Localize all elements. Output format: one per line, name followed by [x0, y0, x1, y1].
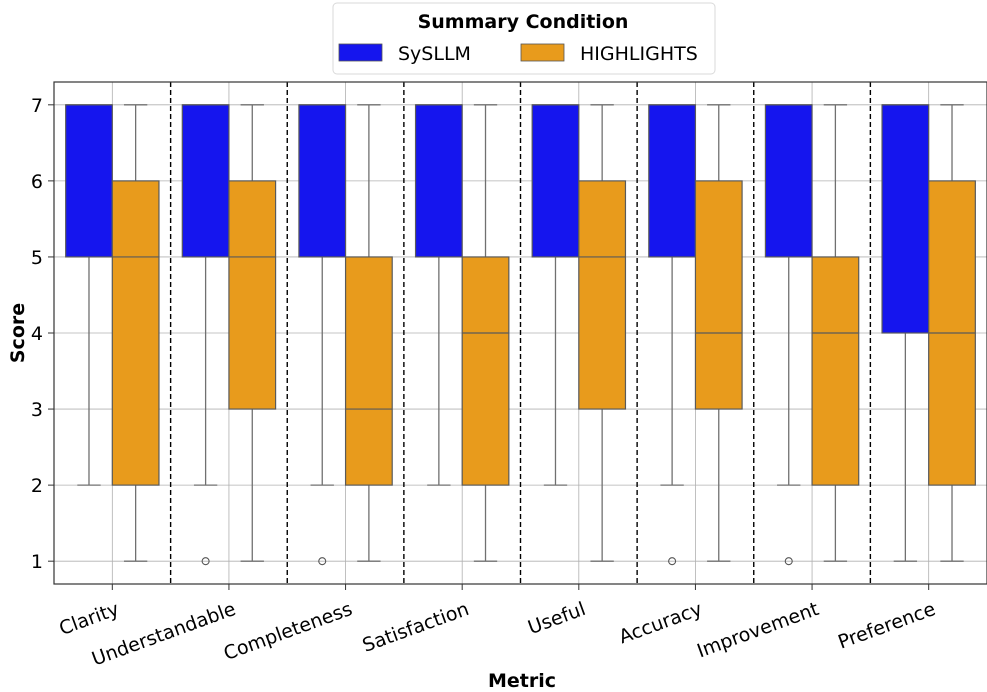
x-tick-label: Accuracy	[616, 598, 705, 648]
x-tick-label: Completeness	[221, 598, 355, 665]
y-tick-label: 3	[31, 399, 43, 421]
x-axis-label: Metric	[488, 670, 556, 692]
x-tick-label: Improvement	[694, 598, 822, 662]
box-sysllm	[648, 104, 697, 258]
legend-title: Summary Condition	[418, 11, 629, 33]
legend-label-highlights: HIGHLIGHTS	[580, 43, 698, 65]
x-tick-label: Satisfaction	[360, 598, 472, 657]
y-tick-label: 1	[31, 551, 43, 573]
y-tick-label: 7	[31, 95, 43, 117]
box-highlights	[461, 256, 510, 486]
box-highlights	[228, 180, 277, 410]
box-highlights	[578, 180, 627, 410]
outlier-point	[784, 557, 793, 566]
x-tick-label: Useful	[525, 598, 588, 639]
category-separators	[169, 82, 872, 584]
y-tick-label: 5	[31, 247, 43, 269]
y-tick-label: 6	[31, 171, 43, 193]
legend-swatch-highlights	[520, 43, 565, 62]
outlier-point	[318, 557, 327, 566]
box-highlights	[811, 256, 860, 486]
boxes	[65, 104, 976, 566]
outlier-point	[668, 557, 677, 566]
box-sysllm	[764, 104, 813, 258]
x-tick-label: Clarity	[56, 598, 122, 640]
legend: Summary Condition SySLLM HIGHLIGHTS	[332, 2, 716, 75]
legend-frame	[332, 2, 716, 75]
box-highlights	[694, 180, 743, 410]
box-highlights	[111, 180, 160, 486]
box-sysllm	[298, 104, 347, 258]
box-highlights	[344, 256, 393, 486]
outlier-point	[201, 557, 210, 566]
box-sysllm	[414, 104, 463, 258]
box-sysllm	[181, 104, 230, 258]
x-tick-label: Preference	[835, 598, 938, 654]
y-tick-label: 2	[31, 475, 43, 497]
y-tick-label: 4	[31, 323, 43, 345]
box-sysllm	[531, 104, 580, 258]
box-sysllm	[65, 104, 113, 258]
box-sysllm	[881, 104, 930, 334]
legend-swatch-sysllm	[338, 43, 383, 62]
y-ticks: 1 2 3 4 5 6 7	[31, 95, 54, 573]
y-axis-label: Score	[7, 303, 29, 363]
legend-label-sysllm: SySLLM	[398, 43, 471, 65]
